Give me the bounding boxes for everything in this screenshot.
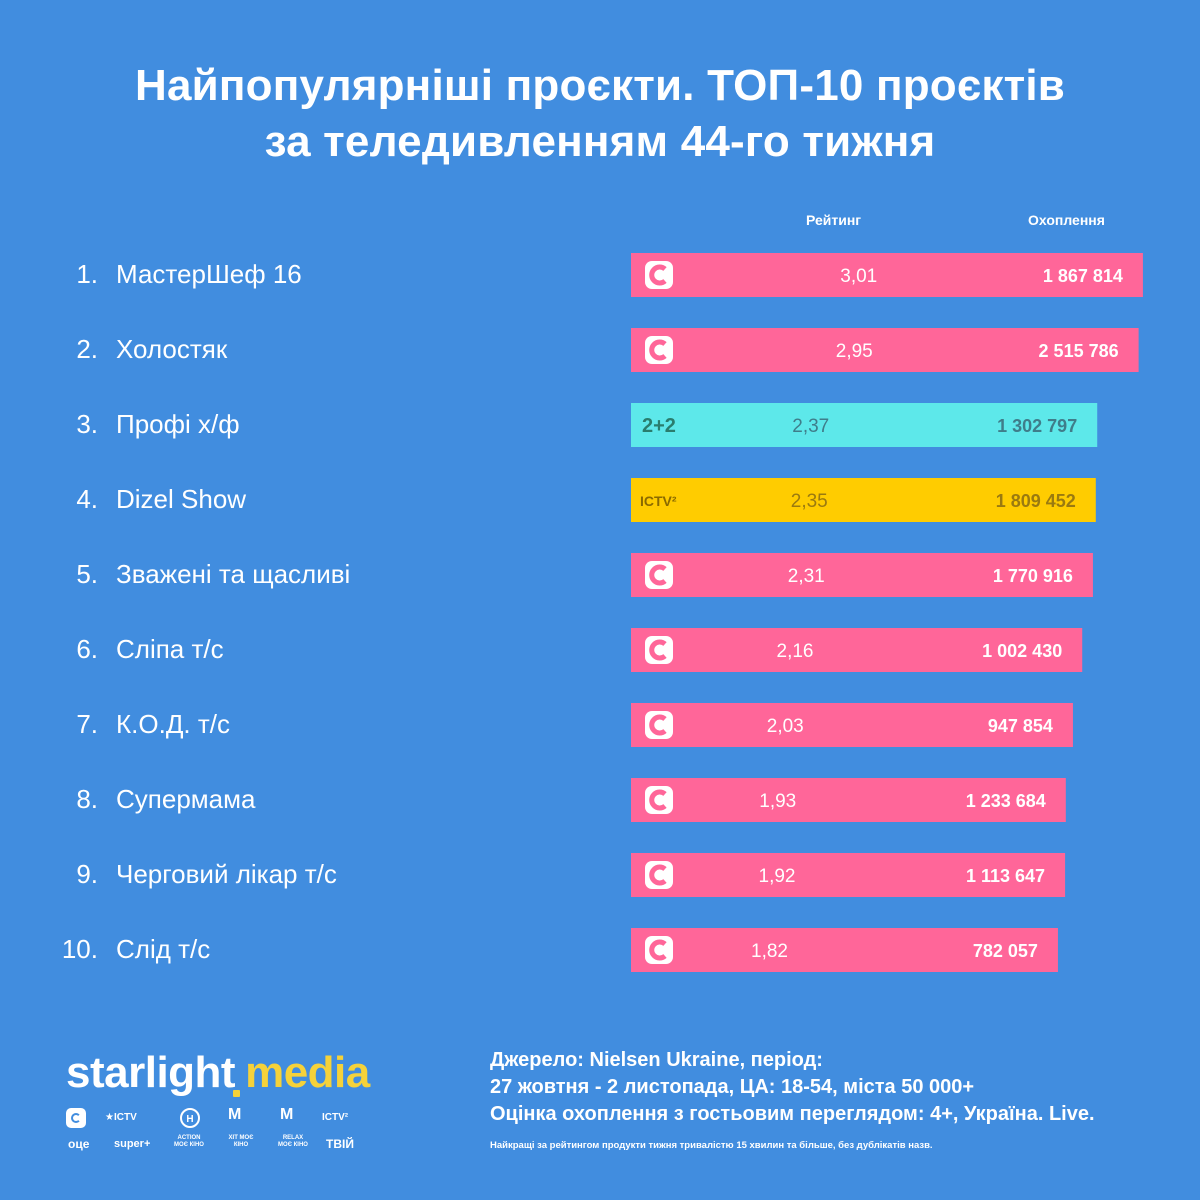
stb-c-icon xyxy=(645,936,673,964)
reach-label: 1 867 814 xyxy=(1043,266,1123,286)
stb-c-icon xyxy=(645,261,673,289)
stb-c-icon xyxy=(645,861,673,889)
bar xyxy=(631,478,1096,522)
rating-label: 2,37 xyxy=(792,416,829,437)
rating-label: 3,01 xyxy=(840,266,877,287)
rating-label: 1,93 xyxy=(759,791,796,812)
row-project-name: К.О.Д. т/с xyxy=(116,709,231,739)
title-line-2: за теледивленням 44-го тижня xyxy=(264,117,936,166)
hit-moye-kino-mark: ХІТ МОЄ КІНО xyxy=(228,1135,254,1148)
row-rank: 2. xyxy=(76,334,98,364)
reach-label: 1 002 430 xyxy=(982,641,1062,661)
bar xyxy=(631,403,1098,447)
reach-label: 782 057 xyxy=(973,941,1038,961)
bar xyxy=(631,553,1093,597)
bar xyxy=(631,703,1073,747)
reach-label: 2 515 786 xyxy=(1039,341,1119,361)
relax-moye-kino-mark: RELAX МОЄ КІНО xyxy=(278,1135,308,1148)
reach-label: 1 233 684 xyxy=(966,791,1046,811)
source-note: Джерело: Nielsen Ukraine, період: 27 жов… xyxy=(490,1047,1095,1128)
footnote: Найкращі за рейтингом продукти тижня три… xyxy=(490,1140,933,1151)
source-line-2: 27 жовтня - 2 листопада, ЦА: 18-54, міст… xyxy=(490,1076,975,1098)
row-project-name: Dizel Show xyxy=(116,484,247,514)
reach-label: 947 854 xyxy=(988,716,1053,736)
stb-c-icon xyxy=(645,561,673,589)
source-line-3: Оцінка охоплення з гостьовим переглядом:… xyxy=(490,1103,1095,1125)
action-moye-kino-mark: ACTION МОЄ КІНО xyxy=(174,1135,204,1148)
channel-2plus2-logo: 2+2 xyxy=(642,415,676,437)
stb-c-icon xyxy=(645,711,673,739)
bar xyxy=(631,778,1066,822)
row-project-name: МастерШеф 16 xyxy=(116,259,302,289)
row-rank: 9. xyxy=(76,859,98,889)
row-rank: 5. xyxy=(76,559,98,589)
column-header-reach: Охоплення xyxy=(1028,212,1105,228)
reach-label: 1 770 916 xyxy=(993,566,1073,586)
row-project-name: Слід т/с xyxy=(116,934,211,964)
reach-label: 1 302 797 xyxy=(997,416,1077,436)
ictv-mark: ★ICTV xyxy=(105,1112,137,1123)
ictv2-mark: ICTV² xyxy=(322,1112,349,1123)
page-title: Найпопулярніші проєкти. ТОП-10 проєктів … xyxy=(0,58,1200,170)
novyi-kanal-icon: Н xyxy=(180,1108,200,1128)
row-rank: 8. xyxy=(76,784,98,814)
rating-label: 2,16 xyxy=(777,641,814,662)
rating-label: 2,03 xyxy=(767,716,804,737)
tviy-mark: ТВІЙ xyxy=(326,1137,354,1151)
logo-part-2: media xyxy=(245,1048,370,1097)
reach-label: 1 113 647 xyxy=(966,866,1045,886)
rating-label: 1,82 xyxy=(751,941,788,962)
row-project-name: Профі х/ф xyxy=(116,409,240,439)
row-rank: 4. xyxy=(76,484,98,514)
row-rank: 10. xyxy=(61,934,98,964)
row-project-name: Сліпа т/с xyxy=(116,634,224,664)
rating-label: 2,35 xyxy=(791,491,828,512)
bar xyxy=(631,328,1139,372)
stb-c-icon xyxy=(645,786,673,814)
row-project-name: Зважені та щасливі xyxy=(116,559,351,589)
channel-ictv2-logo: ICTV² xyxy=(640,493,677,509)
row-rank: 7. xyxy=(76,709,98,739)
row-rank: 3. xyxy=(76,409,98,439)
svg-text:2+2: 2+2 xyxy=(642,415,676,437)
m1-icon: M xyxy=(228,1106,242,1123)
rating-label: 1,92 xyxy=(759,866,796,887)
bar xyxy=(631,928,1058,972)
bar xyxy=(631,628,1083,672)
super-plus-mark: super+ xyxy=(114,1138,151,1150)
row-rank: 6. xyxy=(76,634,98,664)
svg-text:ICTV²: ICTV² xyxy=(640,493,677,509)
row-project-name: Супермама xyxy=(116,784,256,814)
row-rank: 1. xyxy=(76,259,98,289)
row-project-name: Черговий лікар т/с xyxy=(116,859,337,889)
bar xyxy=(631,253,1143,297)
reach-label: 1 809 452 xyxy=(996,491,1076,511)
rating-label: 2,31 xyxy=(788,566,825,587)
starlight-media-logo: starlight media xyxy=(66,1048,370,1098)
m2-icon: M xyxy=(280,1106,294,1123)
column-header-rating: Рейтинг xyxy=(806,212,862,228)
stb-c-icon xyxy=(645,336,673,364)
stb-c-icon xyxy=(645,636,673,664)
oce-mark: оце xyxy=(68,1137,90,1151)
logo-dot xyxy=(233,1090,240,1097)
rating-label: 2,95 xyxy=(836,341,873,362)
stb-icon xyxy=(66,1108,86,1128)
logo-part-1: starlight xyxy=(66,1048,236,1097)
source-line-1: Джерело: Nielsen Ukraine, період: xyxy=(490,1049,823,1071)
title-line-1: Найпопулярніші проєкти. ТОП-10 проєктів xyxy=(134,61,1066,110)
bar xyxy=(631,853,1066,897)
row-project-name: Холостяк xyxy=(116,334,228,364)
